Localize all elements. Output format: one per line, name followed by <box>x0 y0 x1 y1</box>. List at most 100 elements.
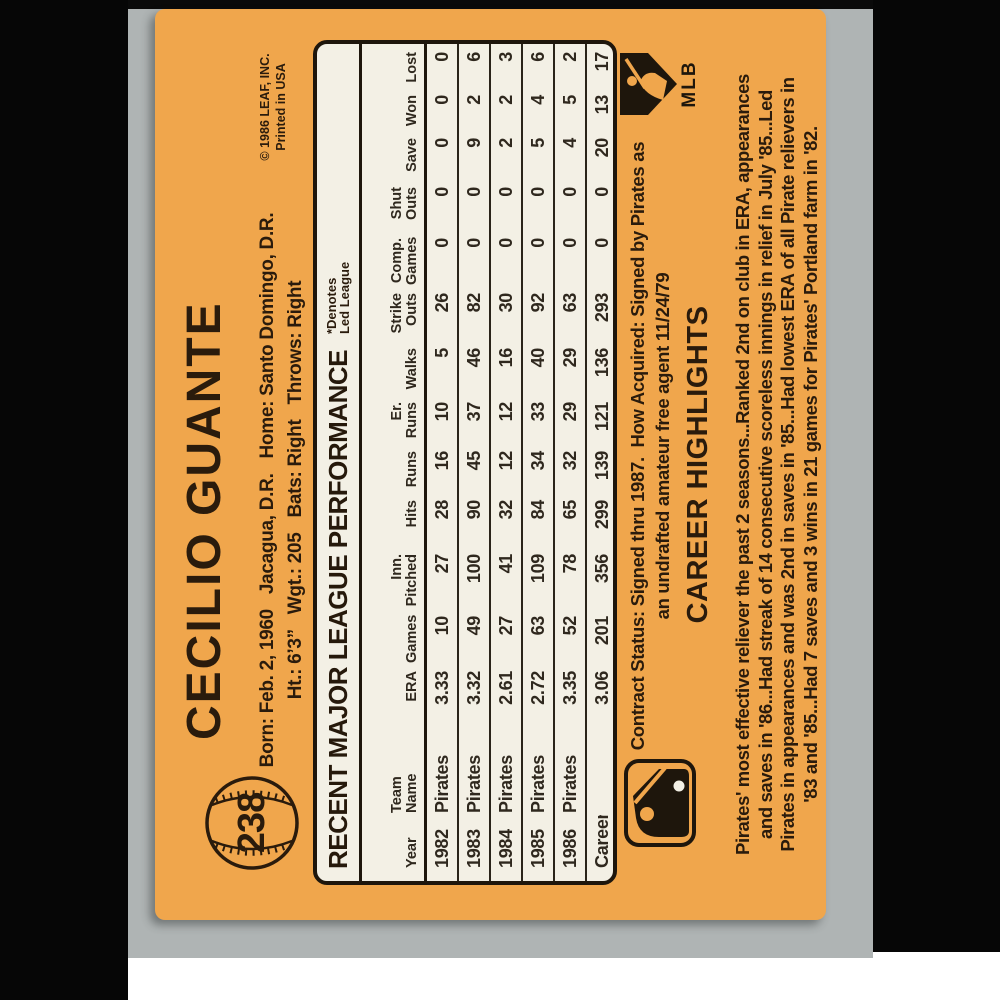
stats-header-row: Year Team Name ERA Games Inn. Pitched Hits Runs E… <box>362 44 426 881</box>
stats-cell: 2 <box>458 87 490 130</box>
stats-cell: 6 <box>522 44 554 87</box>
stats-cell: 0 <box>591 187 612 197</box>
stats-col-header: Inn. Pitched <box>362 546 426 608</box>
stats-cell: 13 <box>591 95 612 115</box>
stats-cell: 92 <box>522 285 554 340</box>
stats-cell: 0 <box>554 179 586 230</box>
stats-cell: 27 <box>490 608 522 663</box>
stats-cell: 0 <box>425 87 458 130</box>
stats-cell: 1982 <box>425 815 458 881</box>
stats-cell: 0 <box>522 179 554 230</box>
stats-cell: 3 <box>490 44 522 87</box>
stats-cell: 136 <box>591 348 612 378</box>
stats-body: 1982 Pirates 3.33 10 27 28 16 10 5 26 0 0 0 0 0 1983 Pir… <box>425 44 618 881</box>
stats-cell: 12 <box>490 443 522 492</box>
stats-cell: Pirates <box>425 723 458 815</box>
stats-cell: 0 <box>522 230 554 285</box>
contract-line-2: an undrafted amateur free agent 11/24/79 <box>652 272 673 620</box>
stats-col-header: Year <box>362 815 426 881</box>
stats-cell: 2.61 <box>490 663 522 723</box>
stats-grid: Year Team Name ERA Games Inn. Pitched Hits Runs E… <box>362 44 617 881</box>
stats-row: 1986 Pirates 3.35 52 78 65 32 29 29 63 0 0 4 5 2 <box>554 44 586 881</box>
stats-cell: 139 <box>591 451 612 481</box>
career-highlights-line-1: Pirates' most effective reliever the pas… <box>732 74 753 855</box>
stats-cell: 27 <box>425 546 458 608</box>
stats-cell: 0 <box>490 230 522 285</box>
stats-cell: 5 <box>522 130 554 179</box>
stats-cell: 32 <box>490 492 522 546</box>
stats-row: 1985 Pirates 2.72 63 109 84 34 33 40 92 0 0 5 4 6 <box>522 44 554 881</box>
mlb-logo-label: MLB <box>679 60 699 107</box>
stats-cell: 201 <box>591 616 612 646</box>
bio-line-physical: Ht.: 6’3” Wgt.: 205 Bats: Right Throws: … <box>285 280 306 700</box>
stats-cell: 52 <box>554 608 586 663</box>
bio-line-birth: Born: Feb. 2, 1960 Jacagua, D.R. Home: S… <box>257 212 278 768</box>
stats-col-header: Runs <box>362 443 426 492</box>
stats-cell: 0 <box>425 179 458 230</box>
stats-col-header: Shut Outs <box>362 179 426 230</box>
stats-cell: 46 <box>458 340 490 394</box>
stats-cell: 29 <box>554 394 586 443</box>
copyright-line-2: Printed in USA <box>274 63 288 151</box>
stats-cell: 2 <box>554 44 586 87</box>
stats-cell: 0 <box>591 238 612 248</box>
stats-cell: 0 <box>490 179 522 230</box>
led-league-note: *Denotes Led League <box>324 261 353 335</box>
copyright-line-1: © 1986 LEAF, INC. <box>258 53 272 161</box>
career-highlights-title: CAREER HIGHLIGHTS <box>682 305 714 624</box>
card-number: 238 <box>230 792 273 854</box>
stats-cell <box>586 723 617 815</box>
stats-cell: 6 <box>458 44 490 87</box>
stats-cell: 78 <box>554 546 586 608</box>
card-surface: 238 CECILIO GUANTE Born: Feb. 2, 1960 Ja… <box>155 9 826 920</box>
stats-cell: 5 <box>425 340 458 394</box>
stats-cell: 9 <box>458 130 490 179</box>
stats-cell: 16 <box>490 340 522 394</box>
stats-cell: 10 <box>425 394 458 443</box>
led-league-note-line-2: Led League <box>337 261 352 335</box>
stats-col-header: Team Name <box>362 723 426 815</box>
player-bio: Born: Feb. 2, 1960 Jacagua, D.R. Home: S… <box>254 210 310 770</box>
stats-cell: 3.06 <box>591 671 612 705</box>
stats-cell: 65 <box>554 492 586 546</box>
stats-row: 1984 Pirates 2.61 27 41 32 12 12 16 30 0 0 2 2 3 <box>490 44 522 881</box>
stats-cell: 84 <box>522 492 554 546</box>
stats-cell: Pirates <box>522 723 554 815</box>
stats-col-header: ERA <box>362 663 426 723</box>
mlb-logo: MLB <box>617 40 704 128</box>
stats-col-header: Strike Outs <box>362 285 426 340</box>
stats-cell: 49 <box>458 608 490 663</box>
stats-cell: 82 <box>458 285 490 340</box>
stats-cell: 0 <box>554 230 586 285</box>
stats-cell: 4 <box>554 130 586 179</box>
stats-cell: 299 <box>591 500 612 530</box>
stats-cell: 0 <box>425 44 458 87</box>
player-name: CECILIO GUANTE <box>178 301 231 740</box>
stats-cell: Pirates <box>490 723 522 815</box>
stats-col-header: Hits <box>362 492 426 546</box>
photo-top-edge <box>128 0 873 9</box>
stats-cell: 3.35 <box>554 663 586 723</box>
stats-cell: Pirates <box>458 723 490 815</box>
baseball-card-back: 238 CECILIO GUANTE Born: Feb. 2, 1960 Ja… <box>155 9 826 920</box>
stats-cell: 0 <box>425 130 458 179</box>
stats-cell: 63 <box>554 285 586 340</box>
career-highlights-line-4: '83 and '85...Had 7 saves and 3 wins in … <box>799 126 821 803</box>
stats-row: Career 3.06 201 356 299 139 121 136 293 0 0 20 13 17 <box>586 44 617 881</box>
stats-col-header: Er. Runs <box>362 394 426 443</box>
stats-cell: 5 <box>554 87 586 130</box>
stats-cell: 3.33 <box>425 663 458 723</box>
stats-cell: 0 <box>458 179 490 230</box>
stats-cell: 20 <box>591 138 612 158</box>
stats-cell: 12 <box>490 394 522 443</box>
stats-cell: 32 <box>554 443 586 492</box>
stats-title-row: RECENT MAJOR LEAGUE PERFORMANCE *Denotes… <box>317 44 362 881</box>
stats-cell: 1983 <box>458 815 490 881</box>
stats-cell: 16 <box>425 443 458 492</box>
stats-cell: 3.32 <box>458 663 490 723</box>
stats-cell: 33 <box>522 394 554 443</box>
stats-cell: 1986 <box>554 815 586 881</box>
stats-cell: 100 <box>458 546 490 608</box>
mlbpa-logo <box>623 758 702 848</box>
contract-status: Contract Status: Signed thru 1987. How A… <box>625 137 675 755</box>
